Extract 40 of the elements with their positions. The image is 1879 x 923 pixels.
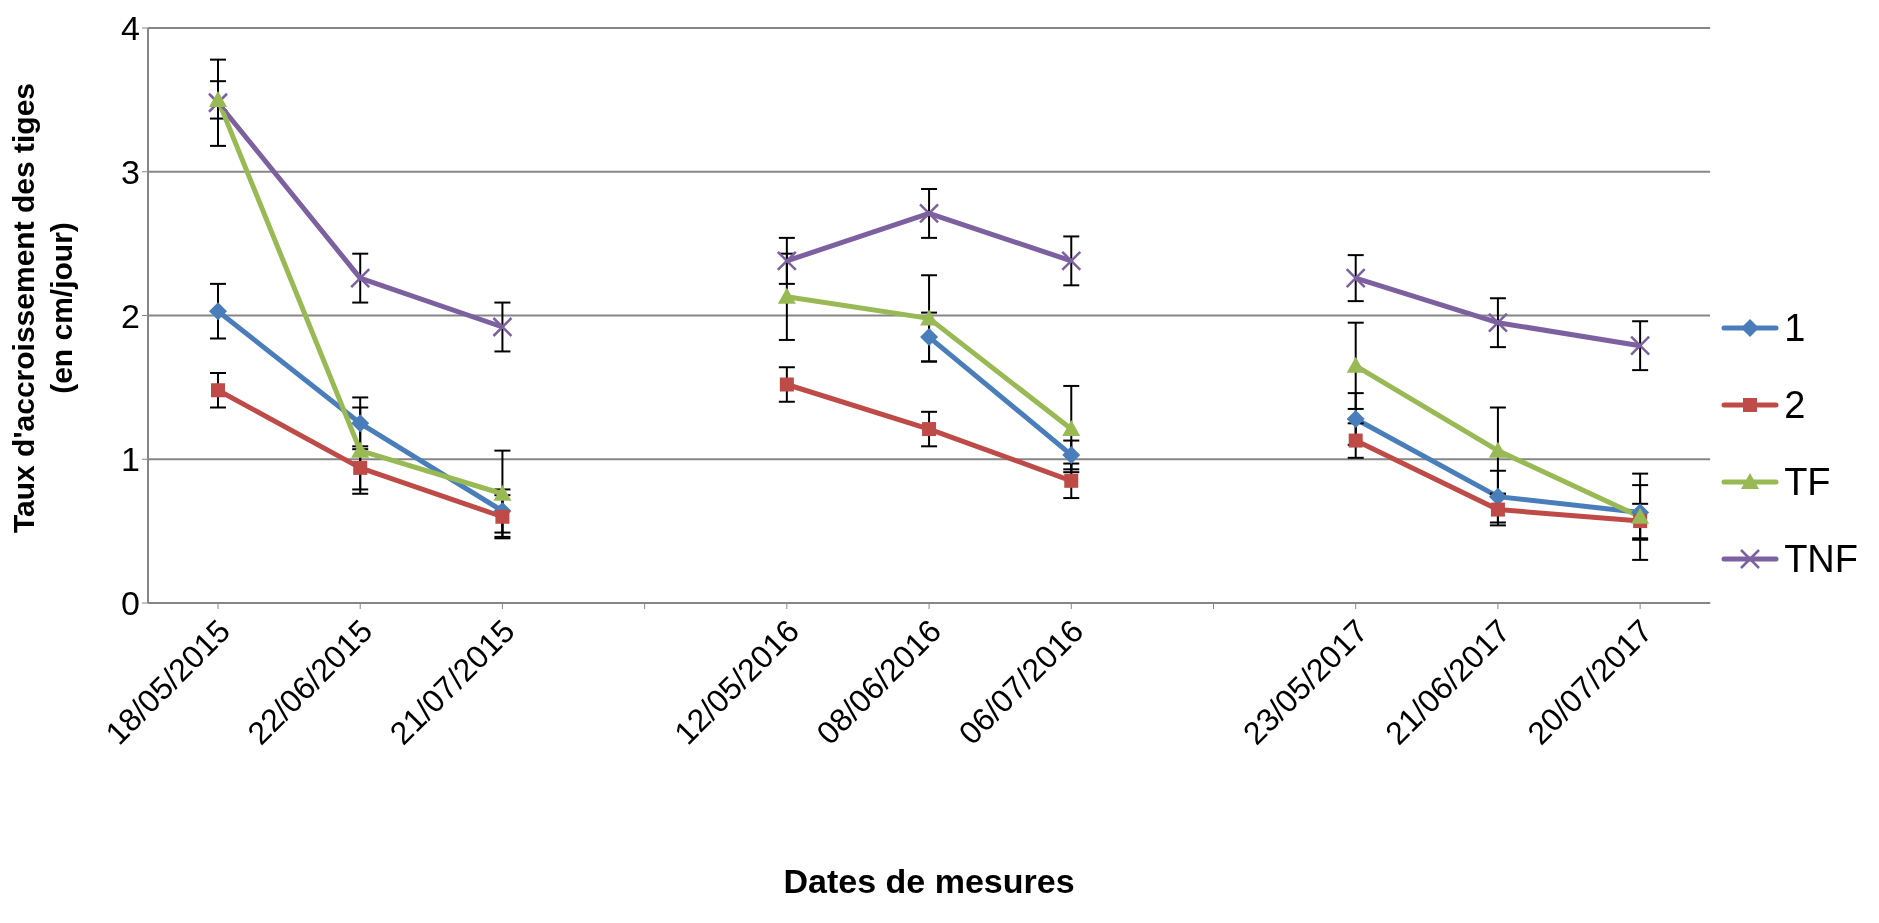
point <box>207 92 229 113</box>
y-tick-label: 1 <box>121 440 140 479</box>
point <box>920 328 939 347</box>
point <box>351 414 370 433</box>
legend-label: 2 <box>1784 383 1806 427</box>
point <box>492 316 513 338</box>
y-tick-label: 3 <box>121 152 140 191</box>
point <box>495 509 510 524</box>
point <box>1345 267 1366 289</box>
y-tick-label: 4 <box>121 9 140 48</box>
point <box>1629 335 1651 356</box>
point <box>1631 507 1650 524</box>
point <box>351 441 370 458</box>
point <box>918 203 940 224</box>
point <box>776 250 798 272</box>
point <box>493 484 512 501</box>
point <box>922 422 937 437</box>
point <box>349 267 371 289</box>
point <box>1346 410 1365 428</box>
legend-label: TNF <box>1784 537 1858 581</box>
point <box>211 383 225 398</box>
legend-label: 1 <box>1784 306 1806 350</box>
point <box>1346 356 1365 373</box>
point <box>1488 441 1507 458</box>
y-tick-label: 2 <box>121 296 140 335</box>
point <box>209 90 227 107</box>
y-tick-label: 0 <box>121 584 140 623</box>
y-axis-title: Taux d'accroissement des tiges (en cm/jour) <box>7 82 78 534</box>
point <box>779 377 794 392</box>
point <box>1490 502 1505 517</box>
point <box>1348 433 1363 448</box>
point <box>353 460 368 475</box>
point <box>209 302 227 321</box>
x-axis-title: Dates de mesures <box>783 862 1075 900</box>
point <box>777 287 796 304</box>
point <box>1062 445 1081 464</box>
point <box>1061 250 1082 272</box>
legend-label: TF <box>1784 460 1831 504</box>
point <box>1062 420 1081 437</box>
point <box>1487 312 1509 333</box>
